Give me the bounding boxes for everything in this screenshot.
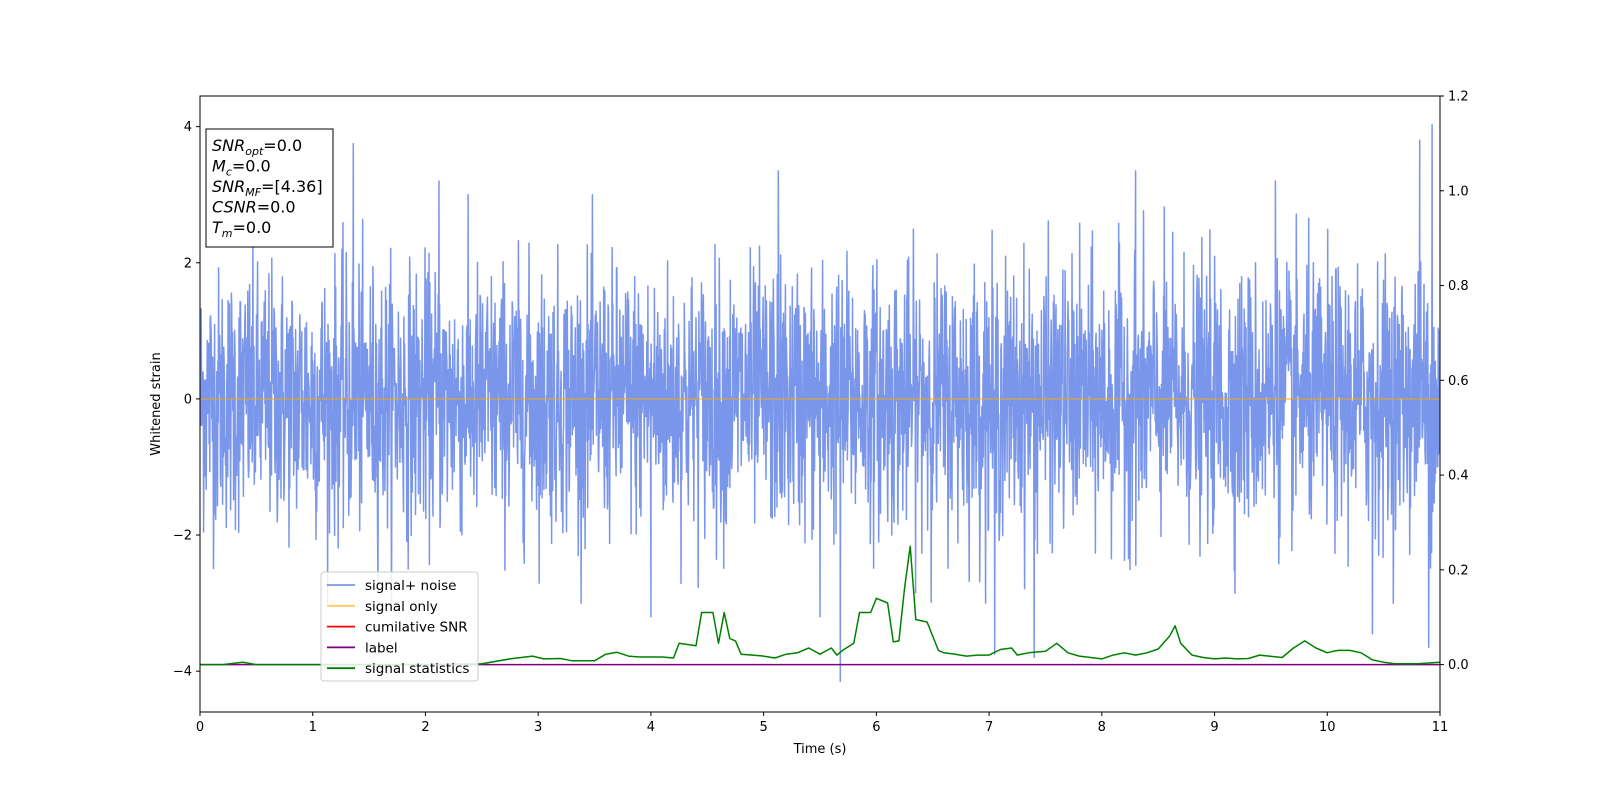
- legend-label: cumilative SNR: [365, 620, 468, 636]
- y-axis-label: Whitened strain: [149, 352, 164, 455]
- legend-label: label: [365, 640, 398, 656]
- x-tick-label: 11: [1432, 720, 1449, 735]
- annotation-line: SNRopt=0.0: [212, 136, 302, 158]
- x-tick-label: 8: [1098, 720, 1106, 735]
- legend-label: signal+ noise: [365, 578, 456, 594]
- annotation-value: =0.0: [257, 198, 296, 217]
- y-axis-right: 1.2 1.0 0.8 0.6 0.4 0.2 0.0: [1440, 90, 1469, 673]
- y-tick-label: 2: [184, 256, 192, 271]
- x-axis: 0 1 2 3 4 5 6 7 8 9 10 11: [196, 712, 1448, 735]
- annotation-line: CSNR=0.0: [212, 198, 296, 217]
- annotation-symbol: M: [212, 157, 226, 176]
- annotation-value: =[4.36]: [261, 177, 323, 196]
- y2-tick-label: 0.2: [1448, 563, 1469, 578]
- y2-tick-label: 0.6: [1448, 374, 1469, 389]
- x-tick-label: 7: [985, 720, 993, 735]
- y2-tick-label: 0.0: [1448, 658, 1469, 673]
- y-tick-label: −4: [173, 665, 192, 680]
- annotation-subscript: MF: [245, 186, 261, 199]
- legend: signal+ noise signal only cumilative SNR la…: [320, 571, 479, 682]
- y-axis-left: 4 2 0 −2 −4: [173, 120, 200, 680]
- annotation-symbol: SNR: [212, 177, 245, 196]
- legend-label: signal statistics: [365, 661, 469, 677]
- annotation-line: SNRMF=[4.36]: [212, 177, 323, 199]
- x-tick-label: 2: [421, 720, 429, 735]
- annotation-subscript: m: [222, 227, 233, 240]
- y-tick-label: −2: [173, 529, 192, 544]
- x-axis-label: Time (s): [793, 742, 847, 757]
- y-tick-label: 4: [184, 120, 192, 135]
- annotation-symbol: CSNR: [212, 198, 257, 217]
- annotation-line: Mc=0.0: [212, 157, 271, 179]
- x-tick-label: 6: [872, 720, 880, 735]
- x-tick-label: 4: [647, 720, 655, 735]
- y2-tick-label: 0.8: [1448, 279, 1469, 294]
- annotation-box: SNRopt=0.0Mc=0.0SNRMF=[4.36]CSNR=0.0Tm=0…: [205, 128, 334, 248]
- annotation-value: =0.0: [233, 218, 272, 237]
- y2-tick-label: 1.2: [1448, 90, 1469, 105]
- x-tick-label: 9: [1210, 720, 1218, 735]
- y2-tick-label: 1.0: [1448, 184, 1469, 199]
- annotation-subscript: c: [226, 166, 232, 179]
- legend-frame: [320, 571, 479, 682]
- annotation-symbol: SNR: [212, 136, 245, 155]
- series-signal-noise: [200, 123, 1440, 683]
- x-tick-label: 10: [1319, 720, 1336, 735]
- x-tick-label: 3: [534, 720, 542, 735]
- annotation-subscript: opt: [245, 145, 264, 158]
- series-signal-statistics: [200, 545, 1440, 666]
- plot-frame: [199, 95, 1441, 713]
- annotation-line: Tm=0.0: [212, 218, 271, 240]
- annotation-value: =0.0: [263, 136, 302, 155]
- x-tick-label: 5: [759, 720, 767, 735]
- x-tick-label: 1: [309, 720, 317, 735]
- y-tick-label: 0: [184, 392, 192, 407]
- annotation-symbol: T: [212, 218, 223, 237]
- x-tick-label: 0: [196, 720, 204, 735]
- annotation-value: =0.0: [232, 157, 271, 176]
- legend-label: signal only: [365, 599, 438, 615]
- y2-tick-label: 0.4: [1448, 469, 1469, 484]
- annotation-frame: [205, 128, 334, 248]
